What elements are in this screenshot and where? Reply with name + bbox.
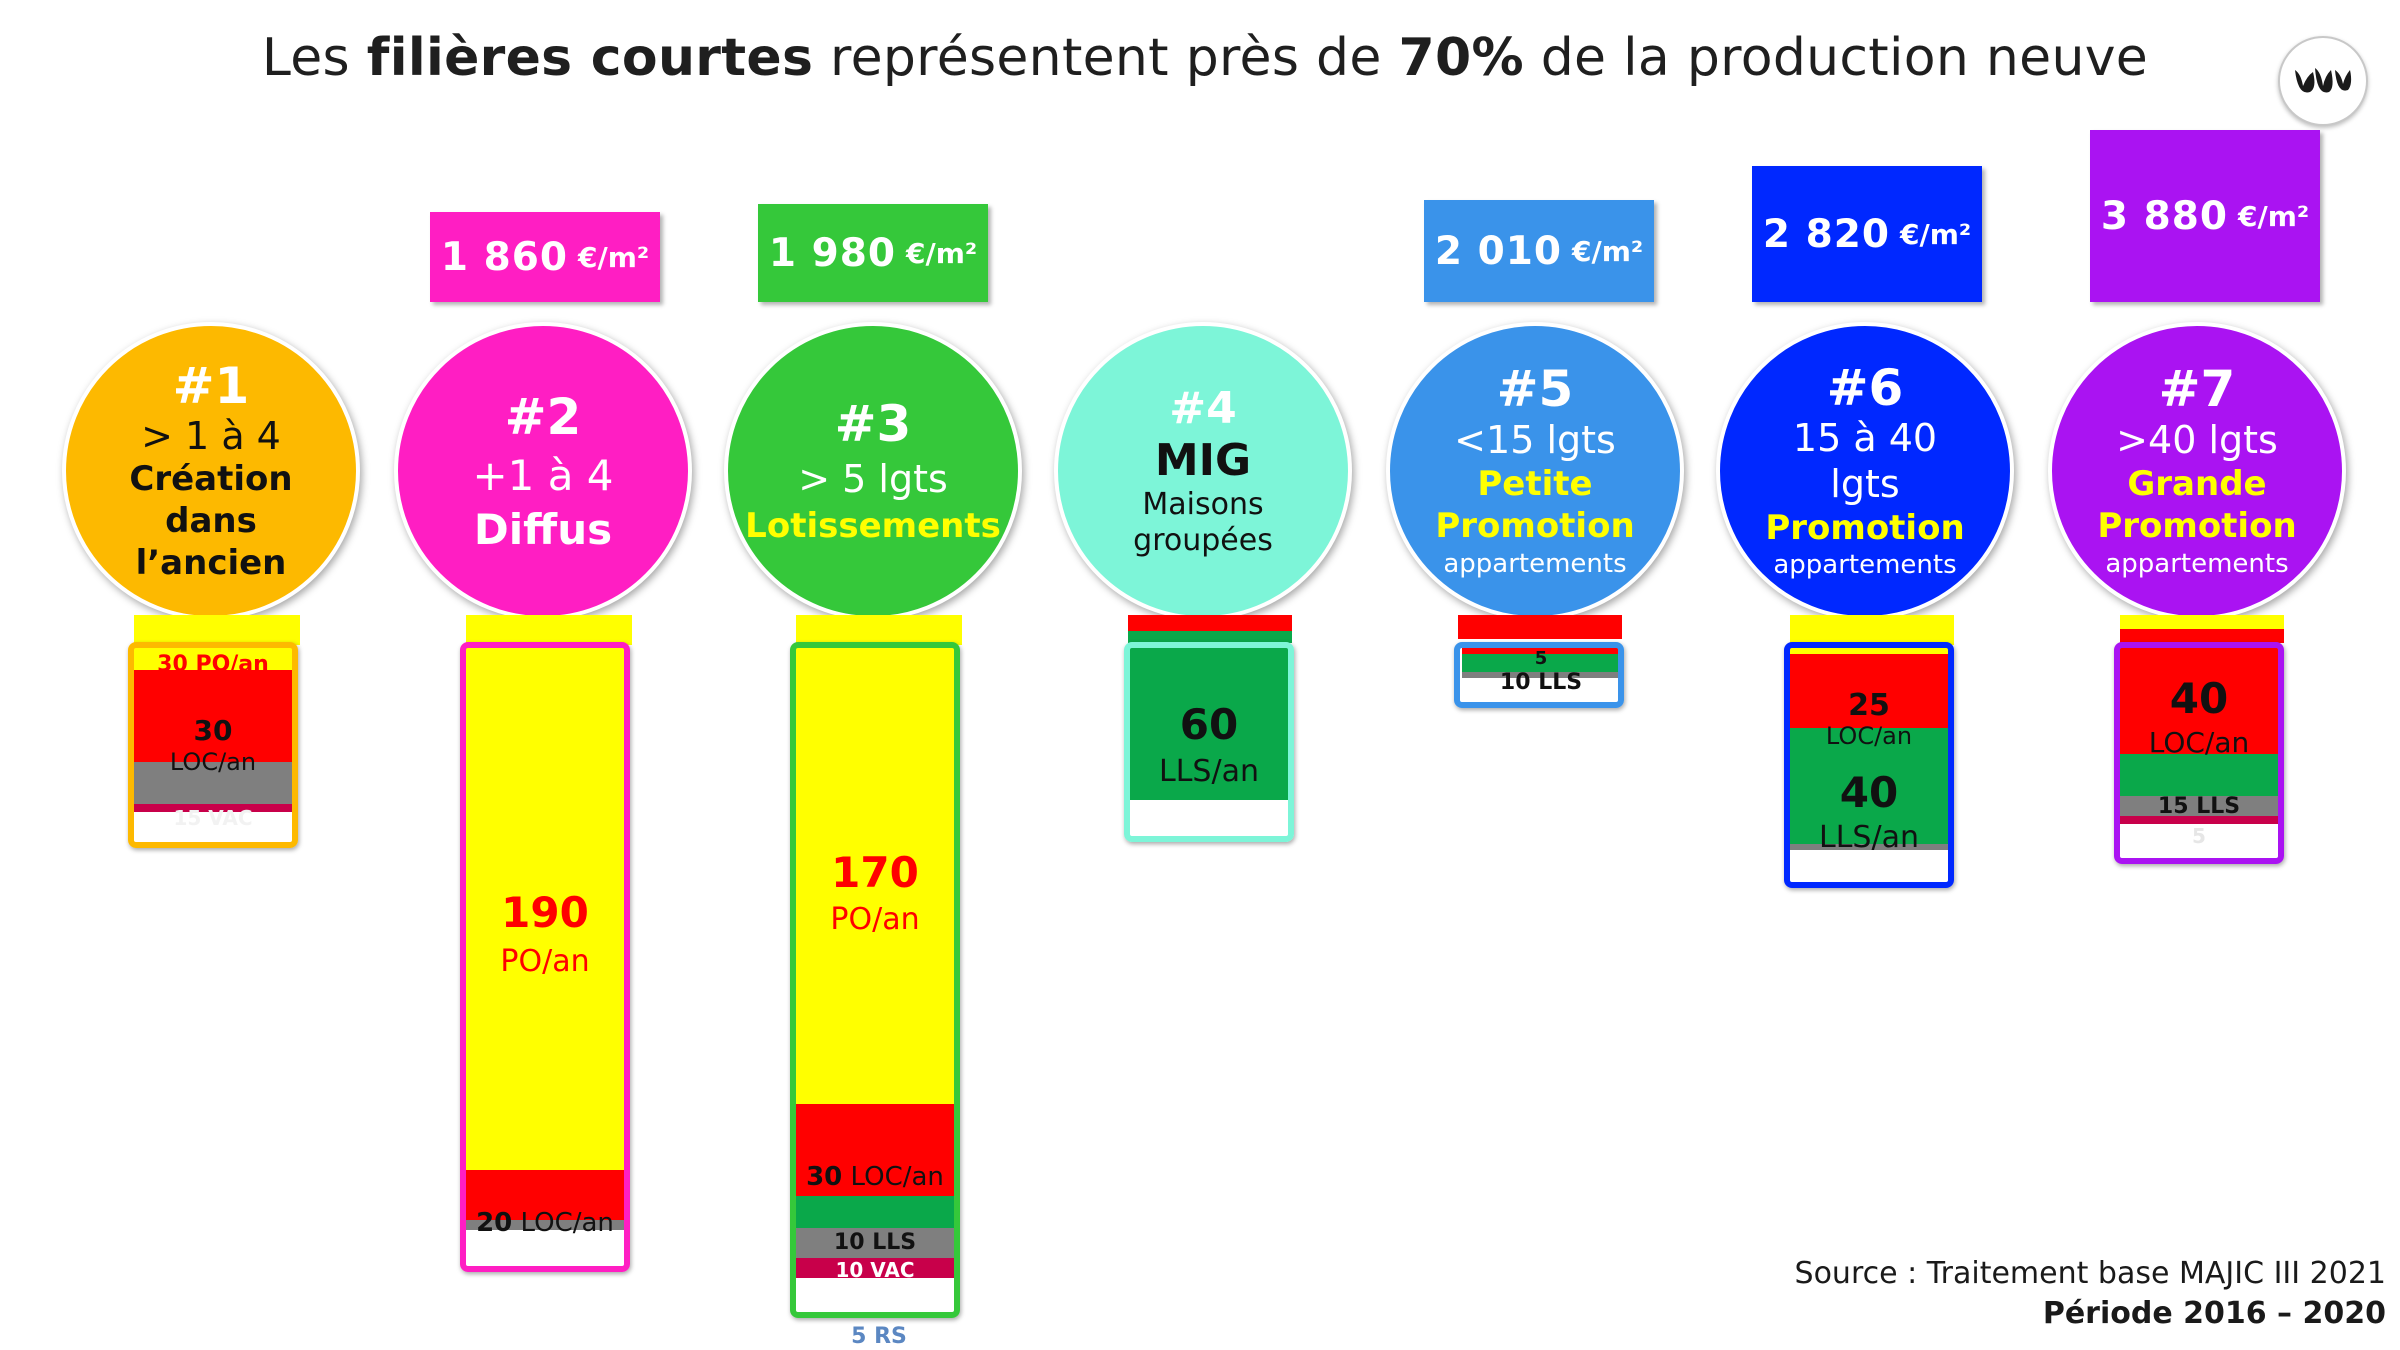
bar-6-segment-loc bbox=[1790, 654, 1948, 728]
category-circle-5: #5 <15 lgts Petite Promotion appartement… bbox=[1386, 322, 1684, 620]
bar-4-lls-unit: LLS/an bbox=[1159, 754, 1259, 789]
bar-5-segment-lls bbox=[1462, 654, 1620, 672]
bar-2-stub bbox=[466, 615, 632, 645]
bar-3-loc-label: 30 LOC/an bbox=[806, 1162, 944, 1192]
bar-3-stack: 170 PO/an 30 LOC/an 10 LLS 10 VAC bbox=[796, 648, 954, 1308]
price-box-5: 2 010 €/m² bbox=[1424, 200, 1654, 302]
bar-7-frame bbox=[2114, 642, 2284, 864]
price-box-2: 1 860 €/m² bbox=[430, 212, 660, 302]
price-box-3: 1 980 €/m² bbox=[758, 204, 988, 302]
bar-6-frame bbox=[1784, 642, 1954, 888]
price-box-6: 2 820 €/m² bbox=[1752, 166, 1982, 302]
bar-1-segment-po bbox=[134, 648, 292, 670]
bar-1-segment-loc bbox=[134, 670, 292, 762]
bar-2-frame bbox=[460, 642, 630, 1272]
bar-7-loc-unit: LOC/an bbox=[2148, 726, 2250, 759]
bar-6-lls-unit: LLS/an bbox=[1819, 820, 1919, 855]
source-note: Source : Traitement base MAJIC III 2021 … bbox=[1795, 1254, 2386, 1334]
bar-1-segment-vac bbox=[134, 804, 292, 812]
bar-6-stub bbox=[1790, 615, 1954, 645]
bar-3-po-unit: PO/an bbox=[830, 902, 920, 937]
bar-2-po-unit: PO/an bbox=[500, 944, 590, 979]
bar-1-loc-unit: LOC/an bbox=[169, 748, 257, 776]
bar-5-segment-loc bbox=[1462, 648, 1620, 654]
bar-3-segment-loc bbox=[796, 1104, 954, 1196]
bar-7-segment-vac bbox=[2120, 816, 2278, 824]
source-line: Source : Traitement base MAJIC III 2021 bbox=[1794, 1256, 2386, 1291]
bar-5-segment-gray bbox=[1462, 672, 1620, 678]
bar-2-segment-gray bbox=[466, 1220, 624, 1230]
bar-1-segment-gray bbox=[134, 762, 292, 804]
period-line: Période 2016 – 2020 bbox=[2042, 1296, 2386, 1331]
bar-2-loc-label: 20 LOC/an bbox=[476, 1208, 614, 1238]
bar-3-segment-vac bbox=[796, 1258, 954, 1278]
bar-7-segment-gray bbox=[2120, 796, 2278, 816]
bar-6-segment-gray bbox=[1790, 844, 1948, 850]
bar-6-segment-po bbox=[1790, 648, 1948, 654]
category-circle-3: #3 > 5 lgts Lotissements bbox=[724, 322, 1022, 620]
bar-3-frame bbox=[790, 642, 960, 1318]
bar-4-stub bbox=[1128, 615, 1292, 631]
bar-5-loc-value: 5 bbox=[1534, 648, 1548, 669]
bar-7-segment-loc bbox=[2120, 648, 2278, 754]
bar-1-stack: 30 PO/an 30 LOC/an 15 VAC bbox=[134, 648, 292, 838]
bar-4-stub-green bbox=[1128, 631, 1292, 643]
bar-6-lls-value: 40 bbox=[1839, 768, 1899, 817]
bar-6-stack: 25 LOC/an 40 LLS/an bbox=[1790, 648, 1948, 878]
bar-1-vac-label: 15 VAC bbox=[173, 806, 253, 830]
bar-1-stub bbox=[134, 615, 300, 645]
bar-2-stack: 190 PO/an 20 LOC/an bbox=[466, 648, 624, 1262]
bar-1-loc-value: 30 bbox=[193, 714, 233, 747]
bar-7-stack: 40 LOC/an 15 LLS 5 bbox=[2120, 648, 2278, 854]
bar-3-lls-label: 10 LLS bbox=[833, 1230, 917, 1255]
bar-7-lls-label: 15 LLS bbox=[2157, 794, 2241, 819]
bar-5-stack: 5 10 LLS bbox=[1462, 648, 1620, 700]
bar-4-lls-value: 60 bbox=[1179, 700, 1239, 749]
price-box-7: 3 880 €/m² bbox=[2090, 130, 2320, 302]
bar-3-segment-gray bbox=[796, 1228, 954, 1258]
page-title: Les filières courtes représentent près d… bbox=[261, 28, 2149, 88]
bar-7-stub bbox=[2120, 615, 2284, 629]
bar-1-frame bbox=[128, 642, 298, 848]
bar-2-segment-loc bbox=[466, 1170, 624, 1220]
bar-4-segment-lls bbox=[1130, 648, 1288, 800]
bar-7-segment-lls bbox=[2120, 754, 2278, 796]
bar-5-stub bbox=[1458, 615, 1622, 639]
bar-7-loc-value: 40 bbox=[2169, 674, 2229, 723]
bar-3-stub bbox=[796, 615, 962, 645]
category-circle-2: #2 +1 à 4 Diffus bbox=[394, 322, 692, 620]
bar-7-vac-label: 5 bbox=[2192, 824, 2206, 848]
bar-5-lls-label: 10 LLS bbox=[1499, 670, 1583, 695]
bar-4-frame bbox=[1124, 642, 1294, 842]
bar-2-segment-po bbox=[466, 648, 624, 1170]
bar-4-stack: 60 LLS/an bbox=[1130, 648, 1288, 832]
bar-6-loc-unit: LOC/an bbox=[1825, 722, 1913, 750]
bar-3-segment-po bbox=[796, 648, 954, 1104]
bar-3-segment-lls bbox=[796, 1196, 954, 1228]
bar-6-loc-value: 25 bbox=[1848, 688, 1890, 723]
bar-3-rs-label: 5 RS bbox=[851, 1324, 907, 1349]
category-circle-7: #7 >40 lgts Grande Promotion appartement… bbox=[2048, 322, 2346, 620]
category-circle-4: #4 MIG Maisons groupées bbox=[1054, 322, 1352, 620]
bar-3-po-value: 170 bbox=[831, 848, 919, 897]
bar-1-hidden-po-label: 30 PO/an bbox=[157, 652, 269, 677]
bar-5-frame bbox=[1454, 642, 1624, 708]
category-circle-6: #6 15 à 40 lgts Promotion appartements bbox=[1716, 322, 2014, 620]
bar-2-po-value: 190 bbox=[501, 888, 589, 937]
brand-logo bbox=[2278, 36, 2368, 126]
category-circle-1: #1 > 1 à 4 Création dans l’ancien bbox=[62, 322, 360, 620]
bar-7-stub-red bbox=[2120, 629, 2284, 643]
bar-6-segment-lls bbox=[1790, 728, 1948, 844]
bar-3-vac-label: 10 VAC bbox=[835, 1258, 915, 1282]
